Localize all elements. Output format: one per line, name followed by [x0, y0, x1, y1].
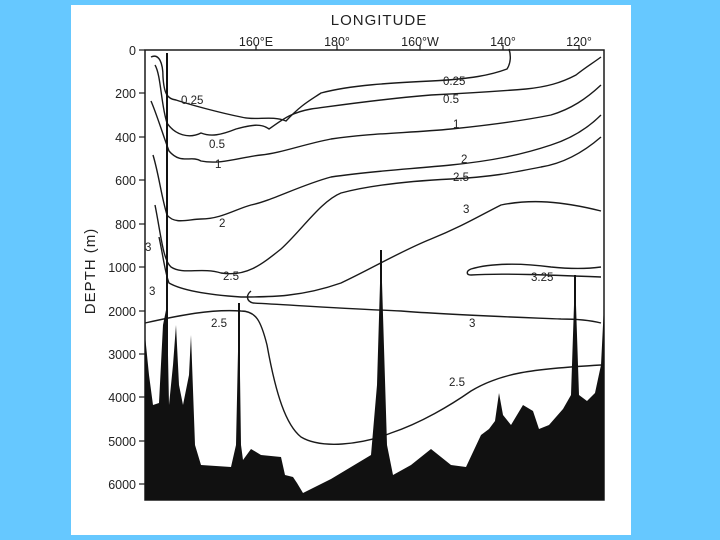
- y-tick-600: 600: [115, 174, 136, 188]
- y-tick-6000: 6000: [108, 478, 136, 492]
- isoline-325: [466, 263, 602, 278]
- label-05-left: 0.5: [209, 139, 225, 151]
- x-axis-title: LONGITUDE: [331, 12, 428, 29]
- label-3-deep: 3: [469, 318, 475, 330]
- x-tick-160w: 160°W: [401, 35, 439, 49]
- y-tick-400: 400: [115, 131, 136, 145]
- y-tick-0: 0: [129, 44, 136, 58]
- label-3-right: 3: [463, 204, 469, 216]
- label-25-right: 2.5: [453, 172, 469, 184]
- y-tick-2000: 2000: [108, 305, 136, 319]
- x-tick-140w: 140°: [490, 35, 516, 49]
- x-tick-180: 180°: [324, 35, 350, 49]
- label-05-right: 0.5: [443, 94, 459, 106]
- label-25-left: 2.5: [223, 271, 239, 283]
- label-325: 3.25: [531, 272, 553, 284]
- seafloor-bathymetry: [145, 250, 604, 500]
- y-tick-200: 200: [115, 87, 136, 101]
- isoline-2: [152, 114, 602, 222]
- label-3-left: 3: [145, 242, 151, 254]
- y-tick-1000: 1000: [108, 261, 136, 275]
- isoline-025: [150, 48, 512, 122]
- section-diagram: LONGITUDE 160°E 180° 160°W 140° 120° DEP…: [82, 12, 605, 501]
- label-2-left: 2: [219, 218, 225, 230]
- y-tick-5000: 5000: [108, 435, 136, 449]
- isoline-05: [154, 56, 602, 137]
- label-025-right: 0.25: [443, 76, 465, 88]
- y-tick-marks: [139, 49, 145, 485]
- label-2-right: 2: [461, 154, 467, 166]
- seamount-spikes: [166, 53, 576, 455]
- y-axis-title: DEPTH (m): [82, 228, 99, 315]
- y-tick-3000: 3000: [108, 348, 136, 362]
- x-tick-160e: 160°E: [239, 35, 273, 49]
- y-tick-4000: 4000: [108, 391, 136, 405]
- isolines: [144, 48, 602, 445]
- x-tick-marks: [255, 45, 580, 50]
- label-25-mid: 2.5: [211, 318, 227, 330]
- figure-panel: LONGITUDE 160°E 180° 160°W 140° 120° DEP…: [71, 5, 631, 535]
- isoline-3-deep: [246, 290, 602, 324]
- isoline-3: [158, 200, 602, 298]
- label-25-deep: 2.5: [449, 377, 465, 389]
- isoline-1: [150, 84, 602, 163]
- label-025-left: 0.25: [181, 95, 203, 107]
- label-1-right: 1: [453, 119, 459, 131]
- x-tick-120w: 120°: [566, 35, 592, 49]
- label-3-left-2: 3: [149, 286, 155, 298]
- y-tick-800: 800: [115, 218, 136, 232]
- isoline-25-deep: [144, 309, 602, 445]
- label-1-left: 1: [215, 159, 221, 171]
- isoline-25: [154, 136, 602, 275]
